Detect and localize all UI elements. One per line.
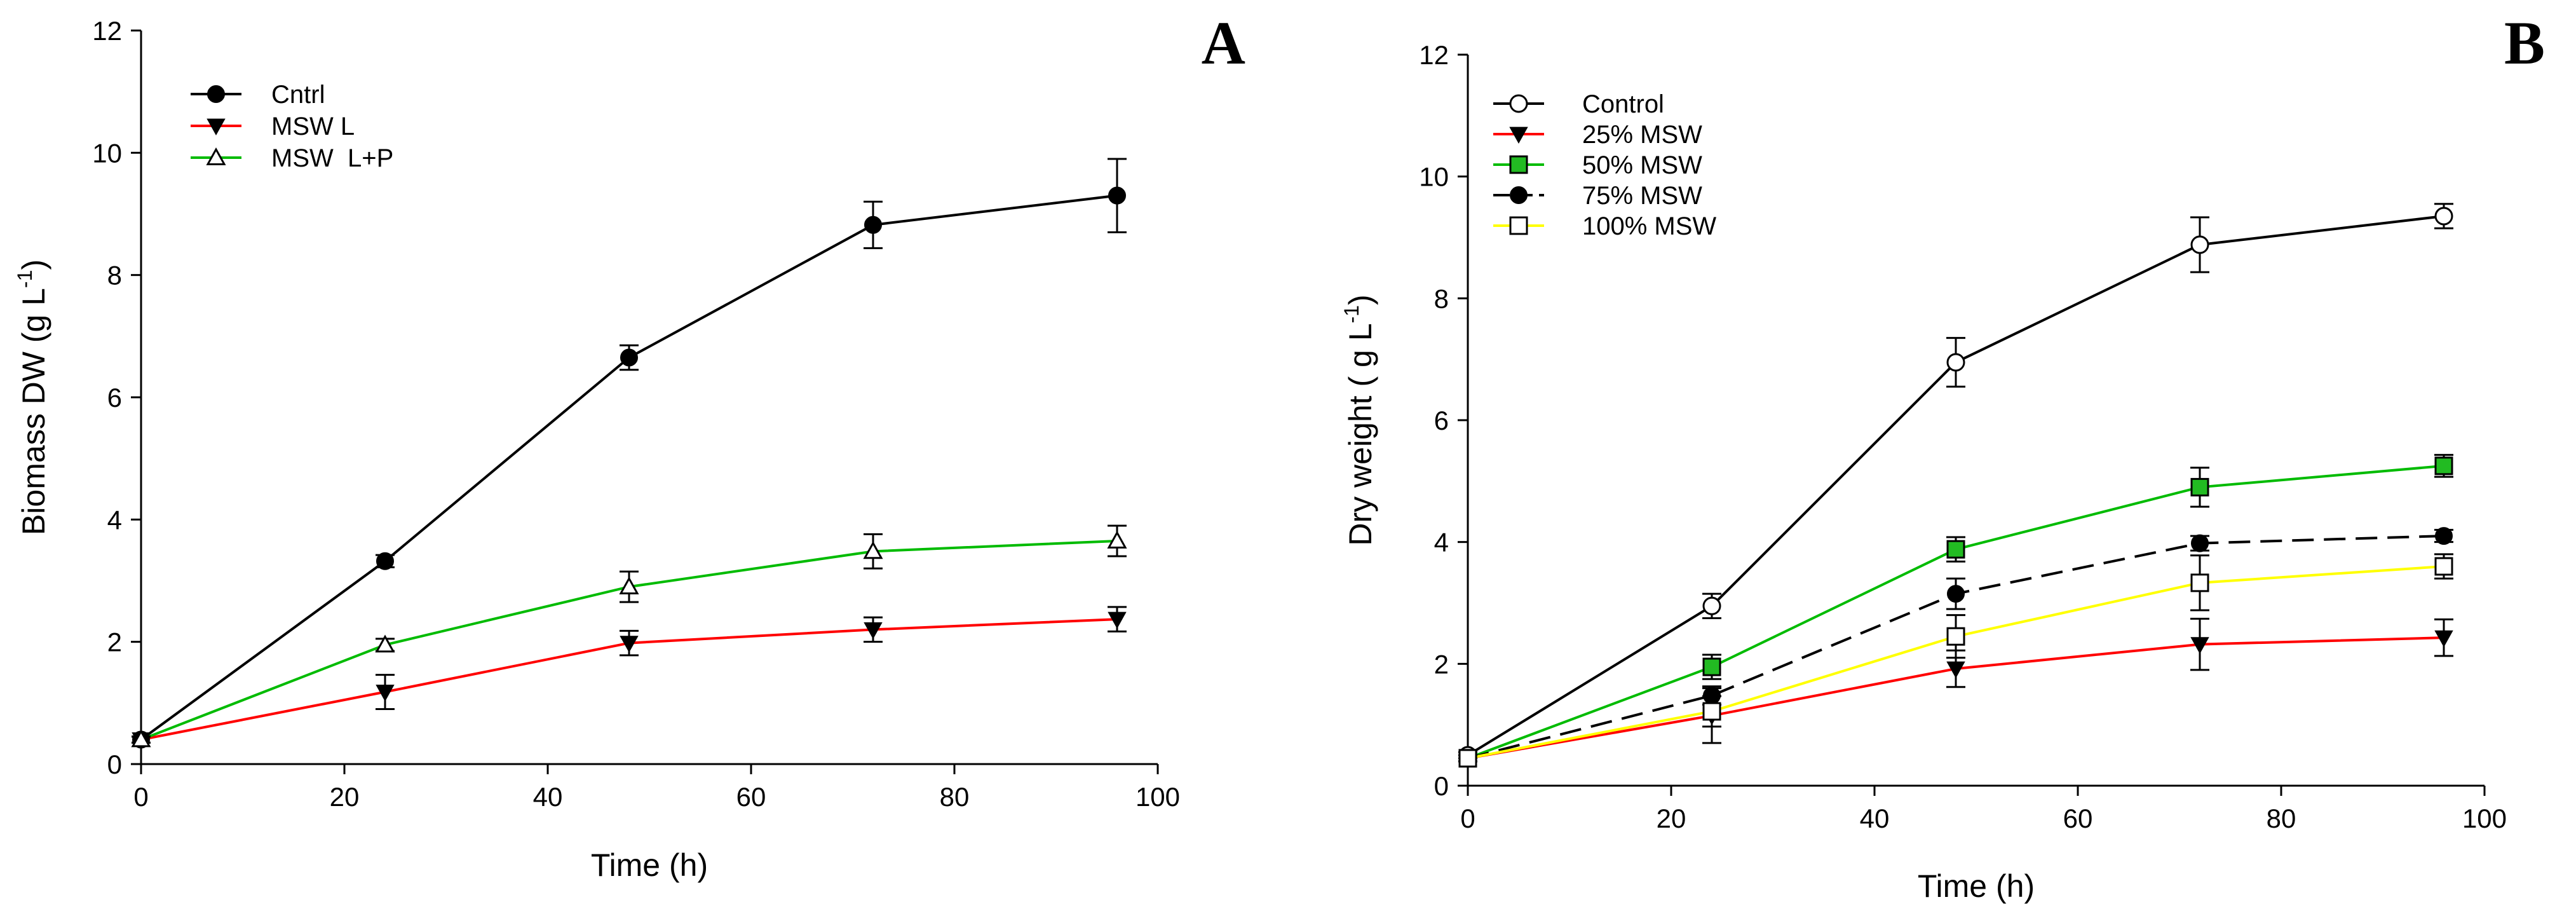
panel-a-y-axis-title-close: )	[16, 259, 51, 270]
panel-a-x-axis-title: Time (h)	[591, 847, 708, 883]
panel-a-x-tick-label: 100	[1135, 782, 1180, 812]
panel-b-series-4-point	[1702, 702, 1721, 721]
panel-b-series-2-line	[1467, 464, 2444, 760]
panel-a-series-0-point	[376, 552, 394, 570]
panel-b-legend-marker-3	[1510, 186, 1528, 204]
panel-b-y-tick-label: 8	[1434, 284, 1449, 313]
panel-a-y-axis-title-main: Biomass DW (g L	[16, 288, 51, 535]
panel-b-x-tick-label: 80	[2267, 803, 2296, 833]
panel-b: 0 20 40 60 80 100 0 2 4 6 8 10 12 Time (h) Dry weight …	[1340, 9, 2545, 904]
panel-a-x-tick-label: 40	[533, 782, 563, 812]
panel-b-x-axis-title: Time (h)	[1918, 868, 2035, 904]
panel-b-legend-marker-2	[1509, 155, 1528, 174]
panel-a-legend-marker-1	[207, 118, 226, 136]
panel-b-x-tick-label: 60	[2063, 803, 2093, 833]
panel-b-y-tick-label: 4	[1434, 528, 1449, 557]
panel-a-legend-marker-0	[207, 85, 225, 103]
panel-a-y-axis-title-sup: -1	[13, 270, 36, 288]
panel-a-y-tick-label: 6	[107, 383, 122, 413]
panel-b-series-2-point	[1702, 657, 1721, 676]
panel-b-series-2-point	[2190, 477, 2209, 496]
panel-b-series-0-point	[2190, 235, 2209, 254]
panel-b-legend-label-3: 75% MSW	[1582, 182, 1702, 210]
panel-b-series-0-point	[1702, 596, 1721, 615]
panel-b-legend-label-2: 50% MSW	[1582, 151, 1702, 179]
panel-a-series-2-point	[1107, 530, 1127, 549]
panel-b-legend-marker-1	[1509, 126, 1528, 144]
panel-b-x-tick-label: 40	[1860, 803, 1890, 833]
panel-b-y-tick-label: 12	[1419, 40, 1449, 70]
panel-a-legend-label-0: Cntrl	[271, 81, 325, 109]
panel-b-series-1-point	[1946, 661, 1965, 679]
panel-a-y-tick-label: 0	[107, 749, 122, 779]
panel-b-y-tick-label: 10	[1419, 162, 1449, 192]
panel-b-series-0-point	[1946, 353, 1965, 372]
panel-b-legend-label-1: 25% MSW	[1582, 121, 1702, 149]
panel-b-y-axis-title: Dry weight ( g L-1)	[1340, 294, 1378, 545]
panel-a-legend-label-1: MSW L	[271, 113, 355, 140]
panel-a-series-0-point	[620, 348, 638, 367]
panel-a-x-tick-label: 20	[330, 782, 360, 812]
panel-a: 0 20 40 60 80 100 0 2 4 6 8 10 12 Time (h) Biomass DW …	[13, 9, 1245, 883]
panel-b-x-tick-label: 0	[1460, 803, 1475, 833]
panel-a-legend-marker-2	[206, 147, 226, 165]
panel-a-series-2-point	[619, 577, 639, 595]
panel-a-series-0-line	[140, 194, 1118, 741]
panel-b-y-axis-title-close: )	[1343, 294, 1378, 305]
panel-a-series-1-point	[1108, 612, 1127, 629]
panel-b-legend-marker-0	[1509, 94, 1528, 113]
panel-b-series-3-point	[1947, 585, 1965, 603]
panel-b-x-tick-label: 20	[1657, 803, 1686, 833]
panel-a-series-1-point	[376, 685, 395, 702]
panel-a-series-0-point	[1108, 186, 1126, 205]
panel-b-x-tick-label: 100	[2462, 803, 2507, 833]
panel-b-series-3-point	[2191, 534, 2209, 552]
panel-a-x-tick-label: 60	[736, 782, 766, 812]
panel-a-x-tick-label: 0	[133, 782, 148, 812]
panel-b-series-4-point	[1946, 627, 1965, 646]
panel-b-y-axis-title-main: Dry weight ( g L	[1343, 323, 1378, 545]
panel-b-y-axis-title-sup: -1	[1340, 305, 1363, 323]
panel-a-series-1-point	[620, 636, 639, 653]
panel-a-series-0-point	[864, 215, 882, 234]
panel-a-x-tick-label: 80	[940, 782, 970, 812]
panel-a-legend: Cntrl MSW L MSW L+P	[191, 81, 393, 172]
panel-a-series-2-point	[863, 541, 883, 559]
panel-a-series-1-point	[864, 622, 883, 639]
panel-b-series-1-point	[2434, 630, 2453, 648]
panel-b-series-4-point	[1458, 749, 1477, 768]
panel-a-y-tick-label: 8	[107, 261, 122, 291]
panel-b-series-1-point	[2190, 637, 2209, 654]
panel-b-series-3-point	[2435, 527, 2453, 545]
panel-a-y-tick-label: 4	[107, 505, 122, 535]
panel-a-letter: A	[1202, 9, 1245, 77]
panel-b-legend-label-0: Control	[1582, 90, 1664, 118]
panel-b-series-3-point	[1703, 687, 1721, 705]
panel-b-letter: B	[2504, 9, 2545, 77]
panel-b-y-tick-label: 2	[1434, 649, 1449, 679]
panel-a-y-axis-title: Biomass DW (g L-1)	[13, 259, 51, 535]
panel-a-legend-label-2: MSW L+P	[271, 144, 393, 172]
panel-b-series-0-point	[2434, 207, 2453, 226]
panel-a-series-2-point	[131, 729, 151, 748]
panel-b-legend-label-4: 100% MSW	[1582, 212, 1716, 240]
panel-b-series-4-point	[2190, 573, 2209, 592]
panel-b-series-4-point	[2434, 557, 2453, 576]
panel-b-y-tick-label: 6	[1434, 406, 1449, 435]
panel-a-y-tick-label: 10	[92, 138, 122, 168]
panel-b-series-2-point	[2434, 456, 2453, 475]
panel-a-series-2-point	[375, 634, 395, 653]
panel-a-y-tick-label: 12	[92, 16, 122, 46]
panel-a-y-tick-label: 2	[107, 627, 122, 657]
panel-b-y-tick-label: 0	[1434, 771, 1449, 801]
panel-b-series-2-point	[1946, 540, 1965, 559]
panel-b-legend-marker-4	[1509, 216, 1528, 235]
